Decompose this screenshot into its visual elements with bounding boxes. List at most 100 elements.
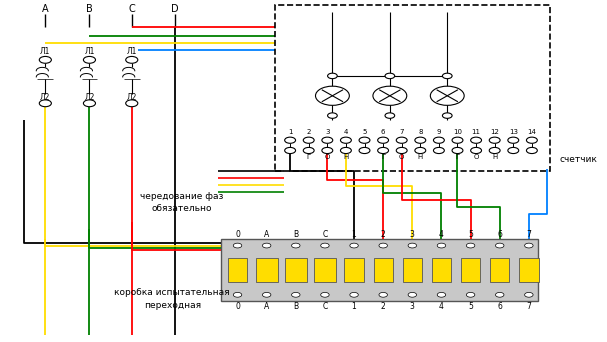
- Text: A: A: [264, 302, 270, 311]
- Circle shape: [126, 56, 138, 63]
- Circle shape: [495, 243, 504, 248]
- Circle shape: [379, 292, 387, 297]
- Circle shape: [322, 137, 333, 143]
- Text: переходная: переходная: [144, 301, 201, 310]
- Circle shape: [262, 243, 271, 248]
- Circle shape: [433, 137, 444, 143]
- Circle shape: [430, 86, 464, 105]
- Circle shape: [396, 137, 407, 143]
- Circle shape: [350, 243, 358, 248]
- Bar: [432, 258, 451, 282]
- Circle shape: [385, 113, 395, 118]
- Circle shape: [489, 147, 500, 154]
- Text: 4: 4: [439, 230, 444, 239]
- Bar: [275, 5, 550, 171]
- Circle shape: [304, 147, 314, 154]
- Bar: [256, 258, 277, 282]
- Text: обязательно: обязательно: [151, 204, 212, 213]
- Circle shape: [320, 243, 329, 248]
- Text: О: О: [399, 154, 404, 160]
- Text: 0: 0: [235, 302, 240, 311]
- Circle shape: [359, 147, 370, 154]
- Circle shape: [126, 100, 138, 107]
- Text: 5: 5: [468, 230, 473, 239]
- Circle shape: [443, 73, 452, 79]
- Bar: [519, 258, 538, 282]
- Circle shape: [373, 86, 407, 105]
- Text: 13: 13: [509, 129, 518, 135]
- Text: Н: Н: [418, 154, 423, 160]
- Circle shape: [408, 243, 416, 248]
- Bar: [490, 258, 509, 282]
- Circle shape: [341, 137, 351, 143]
- Text: 1: 1: [288, 129, 293, 135]
- Circle shape: [437, 292, 446, 297]
- Circle shape: [396, 147, 407, 154]
- Circle shape: [328, 73, 337, 79]
- Circle shape: [415, 147, 426, 154]
- Circle shape: [304, 137, 314, 143]
- Circle shape: [39, 100, 52, 107]
- Bar: [285, 258, 307, 282]
- Text: счетчик: счетчик: [559, 155, 597, 163]
- Circle shape: [379, 243, 387, 248]
- Text: 14: 14: [527, 129, 537, 135]
- Text: C: C: [322, 230, 328, 239]
- Bar: [373, 258, 393, 282]
- Text: A: A: [264, 230, 270, 239]
- Text: A: A: [42, 3, 49, 14]
- Text: Н: Н: [492, 154, 497, 160]
- Text: 4: 4: [439, 302, 444, 311]
- Circle shape: [83, 56, 95, 63]
- Text: 1: 1: [351, 230, 356, 239]
- Text: 6: 6: [497, 302, 502, 311]
- Bar: [220, 239, 538, 301]
- Text: О: О: [473, 154, 479, 160]
- Circle shape: [470, 137, 481, 143]
- Circle shape: [291, 243, 300, 248]
- Circle shape: [350, 292, 358, 297]
- Text: 3: 3: [410, 302, 415, 311]
- Text: коробка испытательная: коробка испытательная: [115, 288, 230, 297]
- Circle shape: [526, 137, 537, 143]
- Circle shape: [415, 137, 426, 143]
- Circle shape: [508, 137, 519, 143]
- Text: Л1: Л1: [84, 47, 95, 56]
- Text: 11: 11: [472, 129, 481, 135]
- Circle shape: [524, 243, 533, 248]
- Text: B: B: [293, 230, 299, 239]
- Circle shape: [437, 243, 446, 248]
- Text: 8: 8: [418, 129, 422, 135]
- Text: Г: Г: [455, 154, 459, 160]
- Circle shape: [378, 137, 388, 143]
- Text: 3: 3: [410, 230, 415, 239]
- Circle shape: [408, 292, 416, 297]
- Text: Н: Н: [344, 154, 348, 160]
- Text: Г: Г: [381, 154, 385, 160]
- Text: 4: 4: [344, 129, 348, 135]
- Text: 7: 7: [526, 230, 531, 239]
- Circle shape: [262, 292, 271, 297]
- Text: 9: 9: [436, 129, 441, 135]
- Text: Л1: Л1: [127, 47, 137, 56]
- Text: 7: 7: [399, 129, 404, 135]
- Bar: [228, 258, 247, 282]
- Text: B: B: [86, 3, 93, 14]
- Circle shape: [466, 243, 475, 248]
- Circle shape: [285, 147, 296, 154]
- Circle shape: [466, 292, 475, 297]
- Circle shape: [359, 137, 370, 143]
- Text: Л2: Л2: [40, 93, 50, 102]
- Text: 7: 7: [526, 302, 531, 311]
- Text: 6: 6: [497, 230, 502, 239]
- Text: C: C: [322, 302, 328, 311]
- Circle shape: [328, 113, 337, 118]
- Text: 3: 3: [325, 129, 330, 135]
- Circle shape: [433, 147, 444, 154]
- Circle shape: [233, 292, 242, 297]
- Text: D: D: [171, 3, 179, 14]
- Circle shape: [452, 137, 463, 143]
- Circle shape: [508, 147, 519, 154]
- Text: C: C: [129, 3, 135, 14]
- Text: 5: 5: [362, 129, 367, 135]
